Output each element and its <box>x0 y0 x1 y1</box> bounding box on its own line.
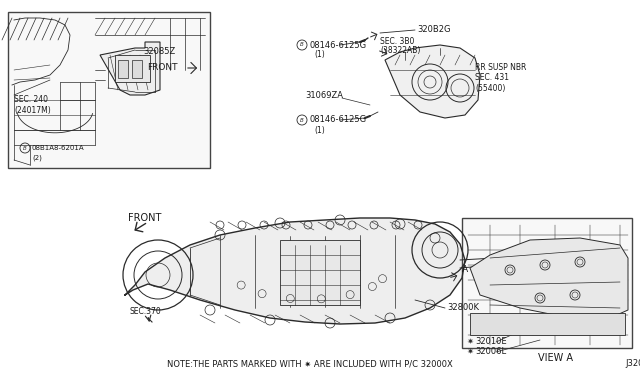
Text: B: B <box>300 42 304 48</box>
Text: 32006L: 32006L <box>475 347 506 356</box>
Text: 32800K: 32800K <box>447 304 479 312</box>
Text: SEC. 240: SEC. 240 <box>14 96 48 105</box>
Polygon shape <box>125 218 465 324</box>
Polygon shape <box>100 42 160 95</box>
Text: (1): (1) <box>314 49 324 58</box>
Bar <box>280 240 360 305</box>
Text: SEC. 431: SEC. 431 <box>475 74 509 83</box>
Text: (38322AB): (38322AB) <box>380 46 420 55</box>
Text: 31069ZA: 31069ZA <box>305 90 343 99</box>
Text: 320B2G: 320B2G <box>417 26 451 35</box>
Bar <box>118 60 128 78</box>
Polygon shape <box>470 238 628 318</box>
Text: 08146-6125G: 08146-6125G <box>310 115 367 125</box>
Text: 32085Z: 32085Z <box>143 48 175 57</box>
Text: A: A <box>462 266 468 275</box>
Bar <box>132 60 142 78</box>
Text: ✷: ✷ <box>467 347 474 356</box>
Text: RR SUSP NBR: RR SUSP NBR <box>475 64 526 73</box>
Text: FRONT: FRONT <box>128 213 161 223</box>
Text: VIEW A: VIEW A <box>538 353 573 363</box>
Text: B: B <box>300 118 304 122</box>
Text: 32010E: 32010E <box>475 337 507 346</box>
Text: (2): (2) <box>32 155 42 161</box>
Text: SEC.370: SEC.370 <box>130 308 162 317</box>
Text: (24017M): (24017M) <box>14 106 51 115</box>
Text: 08B1A8-6201A: 08B1A8-6201A <box>32 145 84 151</box>
Text: (1): (1) <box>314 125 324 135</box>
Text: B: B <box>23 145 27 151</box>
Text: NOTE:THE PARTS MARKED WITH ✷ ARE INCLUDED WITH P/C 32000X: NOTE:THE PARTS MARKED WITH ✷ ARE INCLUDE… <box>167 359 453 369</box>
Text: FRONT: FRONT <box>147 64 177 73</box>
Bar <box>470 313 625 335</box>
Bar <box>8 12 210 168</box>
Bar <box>462 218 632 348</box>
Bar <box>115 55 150 82</box>
Text: J32000DU: J32000DU <box>625 359 640 369</box>
Text: ✷: ✷ <box>467 337 474 346</box>
Text: (55400): (55400) <box>475 83 506 93</box>
Text: SEC. 3B0: SEC. 3B0 <box>380 38 414 46</box>
Polygon shape <box>385 45 480 118</box>
Text: 08146-6125G: 08146-6125G <box>310 41 367 49</box>
